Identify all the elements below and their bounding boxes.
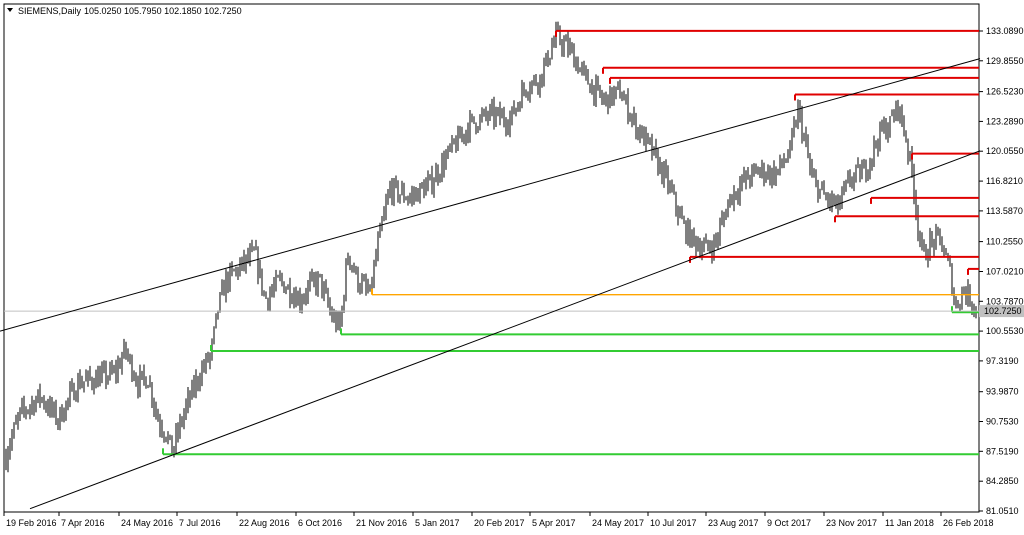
y-tick-label: 107.0210 xyxy=(986,267,1024,277)
y-tick-label: 87.5190 xyxy=(986,446,1019,456)
y-tick-label: 90.7530 xyxy=(986,417,1019,427)
current-price-box xyxy=(979,305,1024,318)
y-tick-label: 97.3190 xyxy=(986,356,1019,366)
x-tick-label: 9 Oct 2017 xyxy=(767,518,811,528)
trend-line xyxy=(29,150,981,510)
symbol-header: SIEMENS,Daily xyxy=(18,6,82,16)
x-tick-label: 23 Nov 2017 xyxy=(826,518,877,528)
x-tick-label: 7 Jul 2016 xyxy=(179,518,221,528)
y-tick-label: 126.5230 xyxy=(986,87,1024,97)
x-tick-label: 26 Feb 2018 xyxy=(943,518,994,528)
y-tick-label: 113.5870 xyxy=(986,206,1023,216)
trend-line xyxy=(0,58,981,332)
x-tick-label: 22 Aug 2016 xyxy=(239,518,290,528)
y-tick-label: 120.0550 xyxy=(986,146,1024,156)
x-tick-label: 11 Jan 2018 xyxy=(885,518,934,528)
x-tick-label: 10 Jul 2017 xyxy=(650,518,697,528)
time-axis: 19 Feb 2016 7 Apr 2016 24 May 2016 7 Jul 20… xyxy=(3,512,994,528)
y-tick-label: 123.2890 xyxy=(986,116,1024,126)
current-price-label: 102.7250 xyxy=(984,306,1022,316)
x-tick-label: 24 May 2017 xyxy=(592,518,644,528)
x-tick-label: 20 Feb 2017 xyxy=(474,518,525,528)
x-tick-label: 5 Apr 2017 xyxy=(532,518,576,528)
ohlc-header: 105.0250 105.7950 102.1850 102.7250 xyxy=(84,6,242,16)
y-tick-label: 129.8550 xyxy=(986,56,1024,66)
y-tick-label: 133.0890 xyxy=(986,26,1024,36)
y-tick-label: 100.5530 xyxy=(986,326,1024,336)
y-tick-label: 93.9870 xyxy=(986,387,1019,397)
y-tick-label: 116.8210 xyxy=(986,176,1023,186)
y-tick-label: 81.0510 xyxy=(986,506,1019,516)
trend-lines xyxy=(0,58,981,510)
x-tick-label: 23 Aug 2017 xyxy=(708,518,759,528)
x-tick-label: 24 May 2016 xyxy=(121,518,173,528)
price-axis: 133.0890 129.8550 126.5230 123.2890 120.0550… xyxy=(979,26,1024,516)
x-tick-label: 7 Apr 2016 xyxy=(61,518,105,528)
triangle-down-icon[interactable] xyxy=(7,8,13,12)
y-tick-label: 84.2850 xyxy=(986,476,1019,486)
y-tick-label: 103.7870 xyxy=(986,296,1024,306)
y-tick-label: 110.2550 xyxy=(986,237,1023,247)
x-tick-label: 19 Feb 2016 xyxy=(6,518,57,528)
x-tick-label: 6 Oct 2016 xyxy=(298,518,342,528)
horizontal-levels xyxy=(4,29,979,456)
plot-frame xyxy=(3,3,980,513)
x-tick-label: 5 Jan 2017 xyxy=(415,518,460,528)
x-tick-label: 21 Nov 2016 xyxy=(356,518,407,528)
